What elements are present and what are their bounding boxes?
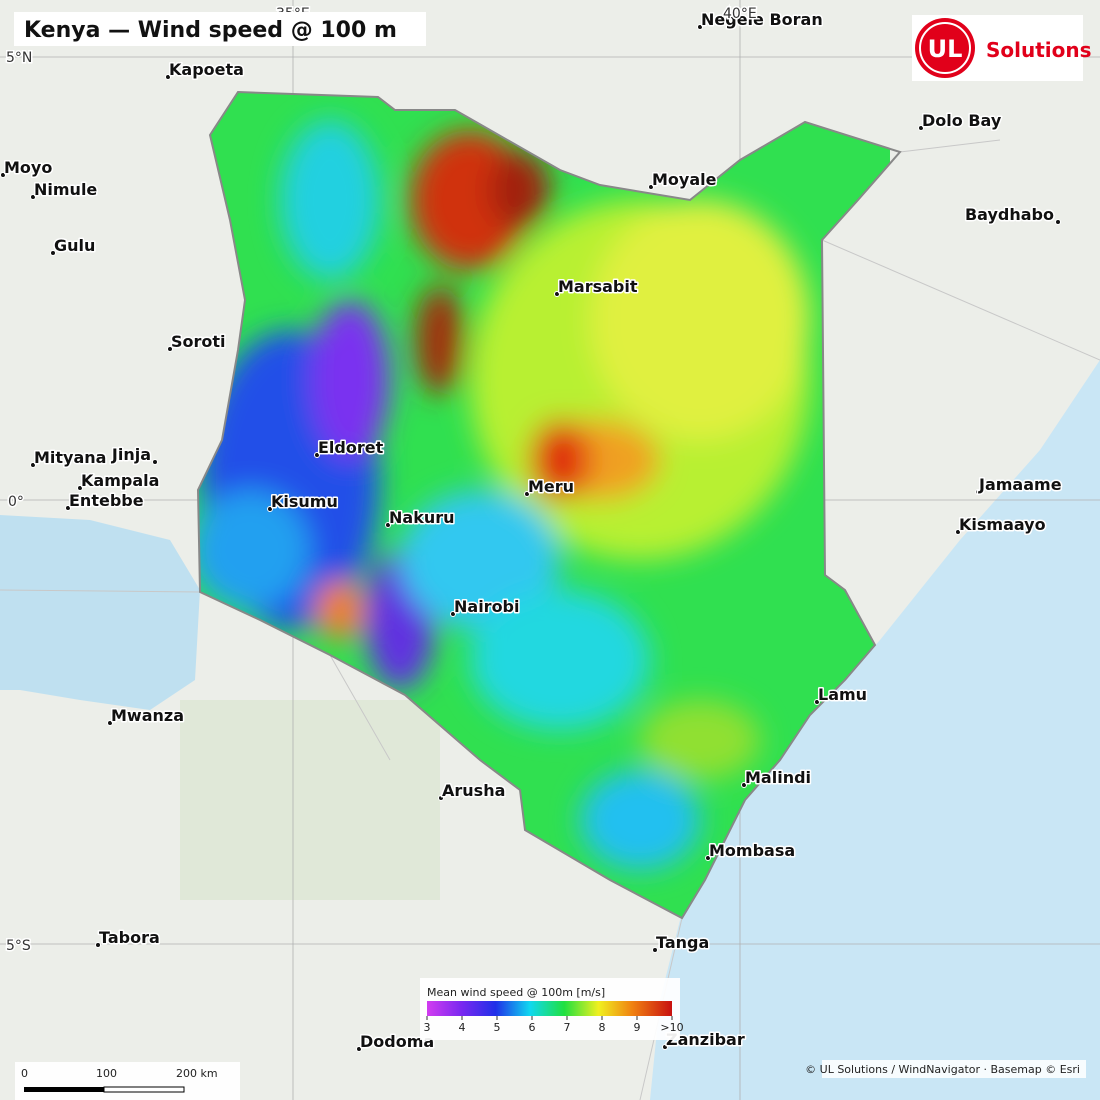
place-label: Entebbe	[69, 491, 144, 510]
place-label: Tabora	[99, 928, 160, 947]
places: Negele Boran Kapoeta Dolo Bay Moyo Nimule Moy…	[0, 9, 1063, 1053]
attribution-box	[822, 1060, 1086, 1078]
place-dot	[356, 1046, 362, 1052]
title-box	[14, 12, 426, 46]
place-label: Meru	[528, 477, 574, 496]
place-dot	[975, 489, 981, 495]
place-dot	[741, 782, 747, 788]
place-label: Baydhabo	[965, 205, 1054, 224]
place-dot	[0, 172, 6, 178]
place-label: Jinja	[111, 445, 151, 464]
place-dot	[648, 184, 654, 190]
place-dot	[705, 855, 711, 861]
scale-segment	[24, 1087, 104, 1092]
place-dot	[65, 505, 71, 511]
place-dot	[814, 699, 820, 705]
place-label: Jamaame	[978, 475, 1062, 494]
scale-label: 0	[21, 1067, 28, 1080]
legend-tick-label: 6	[529, 1021, 536, 1034]
place-label: Eldoret	[318, 438, 384, 457]
place-dot	[50, 250, 56, 256]
place-label: Nairobi	[454, 597, 520, 616]
legend: Mean wind speed @ 100m [m/s] 3 4 5 6 7 8 9 >10	[420, 978, 684, 1040]
logo-ring	[919, 22, 971, 74]
map-title: Kenya — Wind speed @ 100 m	[24, 18, 397, 43]
borders	[0, 139, 1100, 1100]
place-label: Kapoeta	[169, 60, 244, 79]
ocean	[650, 360, 1100, 1100]
scale-label: 200 km	[176, 1067, 218, 1080]
logo-mark: UL	[928, 35, 963, 63]
place-label: Soroti	[171, 332, 226, 351]
place-dot	[662, 1044, 668, 1050]
place-dot	[165, 74, 171, 80]
legend-tick-label: 4	[459, 1021, 466, 1034]
place-dot	[267, 506, 273, 512]
place-label: Tanga	[656, 933, 709, 952]
lat-label: 0°	[8, 494, 24, 510]
place-label: Zanzibar	[666, 1030, 745, 1049]
scale-label: 100	[96, 1067, 117, 1080]
place-label: Mwanza	[111, 706, 184, 725]
place-dot	[955, 529, 961, 535]
country-outline	[196, 90, 902, 920]
logo-circle	[915, 18, 975, 78]
place-label: Marsabit	[558, 277, 638, 296]
place-dot	[167, 346, 173, 352]
place-dot	[385, 522, 391, 528]
park-area	[180, 700, 440, 900]
legend-tick-label: 7	[564, 1021, 571, 1034]
place-label: Kampala	[81, 471, 159, 490]
place-dot	[1055, 219, 1061, 225]
place-dot	[697, 24, 703, 30]
scale-box	[15, 1062, 240, 1100]
place-label: Moyale	[652, 170, 717, 189]
place-label: Malindi	[745, 768, 811, 787]
attribution: © UL Solutions / WindNavigator · Basemap…	[805, 1063, 1080, 1076]
place-dot	[450, 611, 456, 617]
logo-text: Solutions	[986, 38, 1092, 62]
legend-tick-label: 3	[424, 1021, 431, 1034]
graticule-labels: 35°E 40°E 5°N 0° 5°S	[5, 5, 759, 956]
place-label: Nakuru	[389, 508, 455, 527]
place-dot	[554, 291, 560, 297]
place-dot	[95, 942, 101, 948]
legend-tick-label: 9	[634, 1021, 641, 1034]
place-dot	[524, 491, 530, 497]
place-label: Moyo	[4, 158, 52, 177]
scale-bar: 0 100 200 km	[15, 1062, 240, 1100]
place-dot	[107, 720, 113, 726]
place-dot	[652, 947, 658, 953]
lat-label: 5°N	[6, 50, 32, 66]
place-label: Gulu	[54, 236, 95, 255]
place-label: Mityana	[34, 448, 106, 467]
lon-label: 40°E	[723, 6, 757, 22]
place-dot	[918, 125, 924, 131]
place-dot	[77, 485, 83, 491]
place-label: Kisumu	[271, 492, 338, 511]
legend-tick-label: 5	[494, 1021, 501, 1034]
place-dot	[30, 462, 36, 468]
place-label: Negele Boran	[701, 10, 823, 29]
place-label: Mombasa	[709, 841, 795, 860]
lat-label: 5°S	[6, 938, 31, 954]
place-dot	[314, 452, 320, 458]
scale-segment	[103, 1086, 185, 1093]
place-label: Dolo Bay	[922, 111, 1002, 130]
place-dot	[438, 795, 444, 801]
place-label: Kismaayo	[959, 515, 1046, 534]
place-label: Dodoma	[360, 1032, 434, 1051]
lake-victoria	[0, 515, 200, 710]
place-label: Lamu	[818, 685, 867, 704]
place-dot	[30, 194, 36, 200]
place-dot	[152, 459, 158, 465]
legend-colorbar	[427, 1001, 672, 1016]
place-label: Arusha	[442, 781, 505, 800]
legend-tick-label: >10	[660, 1021, 683, 1034]
place-label: Nimule	[34, 180, 97, 199]
legend-title: Mean wind speed @ 100m [m/s]	[427, 986, 605, 999]
legend-tick-label: 8	[599, 1021, 606, 1034]
logo: UL Solutions	[912, 15, 1092, 81]
